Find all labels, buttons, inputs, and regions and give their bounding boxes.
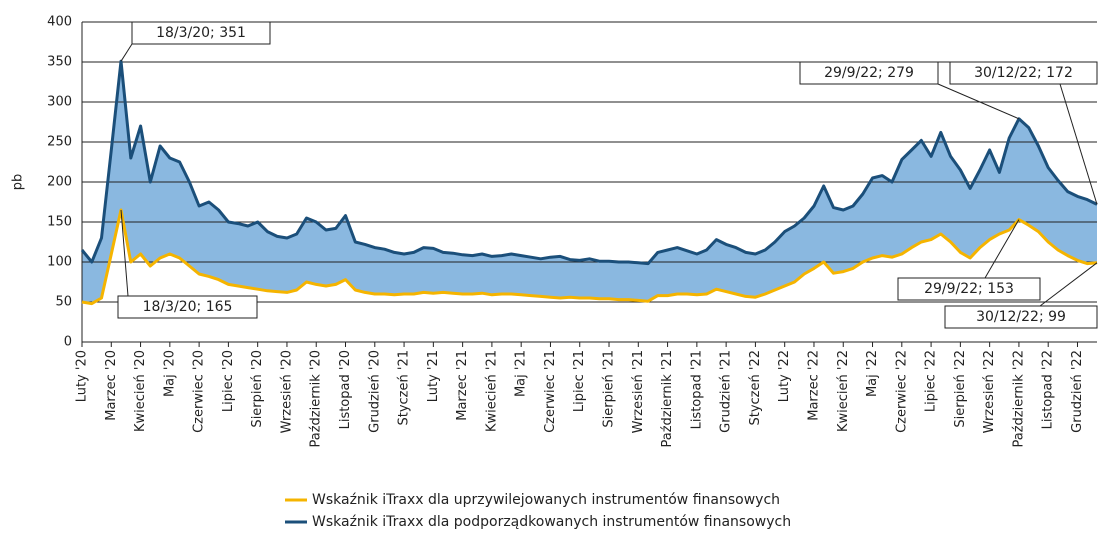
y-axis-label: pb (11, 174, 26, 191)
series-line (80, 59, 1098, 266)
y-tick-label: 50 (55, 295, 72, 310)
legend-label: Wskaźnik iTraxx dla podporządkowanych in… (312, 514, 791, 530)
x-tick-label: Listopad '22 (1041, 350, 1056, 429)
x-tick-label: Październik '22 (1011, 350, 1026, 447)
annotation-box (117, 295, 258, 319)
x-tick-label: Wrzesień '22 (982, 350, 997, 433)
legend-label: Wskaźnik iTraxx dla uprzywilejowanych in… (312, 492, 780, 508)
x-tick-label: Czerwiec '20 (192, 350, 207, 433)
y-tick-label: 100 (47, 255, 72, 270)
y-tick-label: 150 (47, 215, 72, 230)
x-tick-label: Czerwiec '22 (894, 350, 909, 433)
x-tick-label: Czerwiec '21 (543, 350, 558, 433)
annotation-box (131, 21, 271, 45)
x-tick-label: Lipiec '20 (221, 350, 236, 412)
x-tick-label: Grudzień '21 (719, 350, 734, 433)
x-tick-label: Sierpień '20 (250, 350, 265, 428)
annotation-leader (984, 219, 1020, 279)
x-tick-label: Luty '20 (75, 350, 90, 402)
series-line (81, 208, 1098, 306)
x-tick-label: Grudzień '20 (367, 350, 382, 433)
x-tick-label: Maj '22 (865, 350, 880, 397)
annotation-box (799, 61, 939, 85)
x-tick-label: Listopad '21 (689, 350, 704, 429)
y-tick-label: 350 (47, 55, 72, 70)
x-tick-label: Wrzesień '21 (631, 350, 646, 433)
x-tick-label: Luty '22 (777, 350, 792, 402)
x-tick-label: Kwiecień '22 (836, 350, 851, 432)
y-tick-label: 400 (47, 15, 72, 30)
x-tick-label: Maj '20 (162, 350, 177, 397)
annotation-text: 18/3/20; 165 (143, 299, 233, 315)
annotation-box (949, 61, 1098, 85)
annotation-text: 29/9/22; 153 (924, 281, 1014, 297)
x-tick-label: Styczeń '22 (748, 350, 763, 426)
annotation-box (944, 305, 1098, 329)
x-tick-label: Kwiecień '21 (484, 350, 499, 432)
x-tick-label: Marzec '22 (806, 350, 821, 421)
annotation-text: 30/12/22; 172 (974, 65, 1073, 81)
x-tick-label: Maj '21 (514, 350, 529, 397)
x-tick-label: Wrzesień '20 (279, 350, 294, 433)
annotation-leader (1059, 83, 1098, 205)
annotation-text: 18/3/20; 351 (156, 25, 246, 41)
x-tick-label: Styczeń '21 (397, 350, 412, 426)
annotation-text: 30/12/22; 99 (976, 309, 1066, 325)
y-tick-label: 200 (47, 175, 72, 190)
x-tick-label: Sierpień '22 (953, 350, 968, 428)
annotation-text: 29/9/22; 279 (824, 65, 914, 81)
annotation-leader (120, 209, 129, 297)
annotation-leader (120, 43, 133, 62)
x-tick-label: Listopad '20 (338, 350, 353, 429)
x-tick-label: Kwiecień '20 (133, 350, 148, 432)
band-fill (82, 61, 1097, 304)
annotation-box (897, 277, 1041, 301)
y-tick-label: 300 (47, 95, 72, 110)
x-tick-label: Październik '21 (660, 350, 675, 447)
y-tick-label: 0 (64, 335, 72, 350)
annotation-leader (937, 83, 1020, 120)
x-tick-label: Marzec '20 (104, 350, 119, 421)
annotation-leader (1039, 262, 1098, 307)
x-tick-label: Lipiec '22 (924, 350, 939, 412)
x-tick-label: Luty '21 (426, 350, 441, 402)
x-tick-label: Lipiec '21 (572, 350, 587, 412)
x-tick-label: Sierpień '21 (602, 350, 617, 428)
y-tick-label: 250 (47, 135, 72, 150)
x-tick-label: Marzec '21 (455, 350, 470, 421)
x-tick-label: Październik '20 (309, 350, 324, 447)
x-tick-label: Grudzień '22 (1070, 350, 1085, 433)
